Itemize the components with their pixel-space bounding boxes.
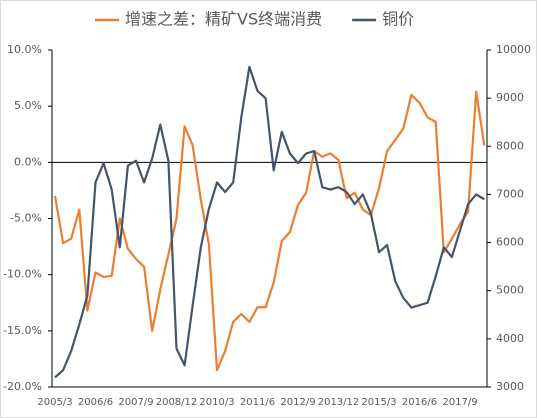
y2-tick-label: 7000 [496, 187, 524, 200]
y2-tick-label: 3000 [496, 380, 524, 393]
y-tick-label: 10.0% [7, 43, 42, 56]
y-tick-label: -5.0% [10, 212, 42, 225]
series-line [53, 90, 486, 372]
x-tick-label: 2010/3 [199, 397, 234, 408]
y-tick-label: -15.0% [3, 324, 42, 337]
y2-tick-label: 8000 [496, 139, 524, 152]
y-tick-label: 0.0% [14, 155, 42, 168]
y2-tick-label: 9000 [496, 91, 524, 104]
y2-tick-label: 5000 [496, 284, 524, 297]
x-tick-label: 2013/12 [318, 397, 360, 408]
x-tick-label: 2012/9 [280, 397, 315, 408]
x-tick-label: 2015/3 [361, 397, 396, 408]
x-tick-label: 2007/9 [118, 397, 153, 408]
y-tick-label: -10.0% [3, 268, 42, 281]
y2-tick-label: 10000 [496, 43, 531, 56]
x-tick-label: 2008/12 [156, 397, 198, 408]
y-tick-label: -20.0% [3, 380, 42, 393]
x-tick-label: 2017/9 [442, 397, 477, 408]
legend-label: 铜价 [382, 10, 414, 29]
x-tick-label: 2005/3 [37, 397, 72, 408]
x-tick-label: 2006/6 [78, 397, 113, 408]
series-line [54, 65, 485, 379]
y2-tick-label: 4000 [496, 332, 524, 345]
x-tick-label: 2016/6 [402, 397, 437, 408]
x-tick-label: 2011/6 [240, 397, 275, 408]
y-tick-label: 5.0% [14, 99, 42, 112]
y2-tick-label: 6000 [496, 236, 524, 249]
legend-label: 增速之差：精矿VS终端消费 [125, 10, 322, 29]
